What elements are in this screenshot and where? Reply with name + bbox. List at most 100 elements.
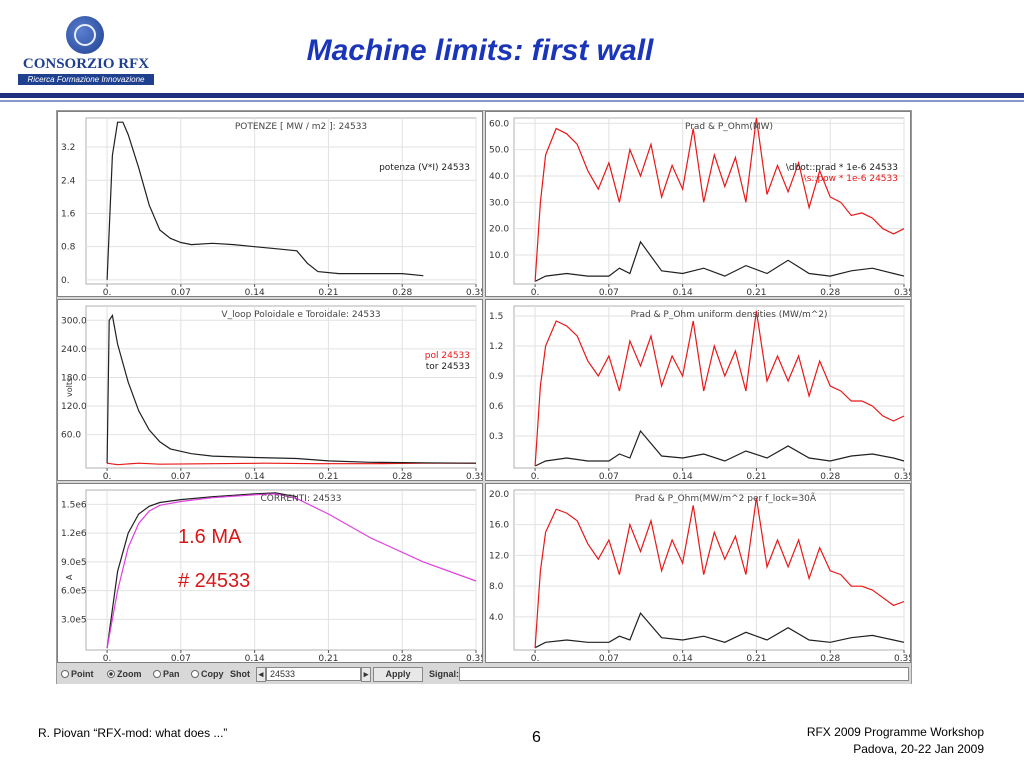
plot-svg: 0. 0.07 0.14 0.21 0.28 0.35 60.0 120.0 180.0 240.… [61,305,482,481]
y-tick-label: 1.2 [489,342,503,352]
x-tick-label: 0.28 [820,654,840,663]
shot-next-arrow-icon[interactable]: ▸ [361,667,371,682]
x-tick-label: 0.21 [746,654,766,663]
y-tick-label: 3.2 [61,143,75,153]
y-tick-label: 20.0 [489,225,509,235]
series-line [106,121,424,280]
plot-svg: 0. 0.07 0.14 0.21 0.28 0.35 10.0 20.0 30.0 40.0 50… [489,117,911,297]
y-axis-label: volts [65,378,74,397]
y-tick-label: 1.6 [61,209,76,219]
x-tick-label: 0.07 [171,288,191,297]
plot-svg: 0. 0.07 0.14 0.21 0.28 0.35 3.0e5 6.0e5 9.0e5 1.2… [61,489,483,663]
x-tick-label: 0.28 [820,472,840,481]
y-tick-label: 1.5e6 [61,500,87,510]
y-tick-label: 1.5 [489,312,503,322]
series-line [106,313,477,464]
y-tick-label: 2.4 [61,176,76,186]
plot-title: CORRENTI: 24533 [261,494,342,504]
y-axis-label: A [65,574,74,580]
pan-radio[interactable]: Pan [153,669,180,679]
apply-button[interactable]: Apply [373,667,423,682]
x-tick-label: 0.35 [894,288,911,297]
y-tick-label: 0.8 [61,243,76,253]
x-tick-label: 0.07 [171,472,191,481]
x-tick-label: 0.14 [673,288,693,297]
legend-entry: tor 24533 [426,362,470,372]
footer-right-line1: RFX 2009 Programme Workshop [806,725,984,739]
logo-subtitle: Ricerca Formazione Innovazione [18,74,154,85]
plot-panel-potenze[interactable]: 0. 0.07 0.14 0.21 0.28 0.35 0. 0.8 1.6 2.4 3.2 POTE… [57,111,483,297]
x-tick-label: 0.07 [599,288,619,297]
series-line [534,497,905,648]
y-tick-label: 12.0 [489,551,509,561]
zoom-label: Zoom [117,669,142,679]
x-tick-label: 0.14 [245,288,265,297]
logo-emblem-icon [66,16,104,54]
y-tick-label: 0.6 [489,402,504,412]
x-tick-label: 0.35 [466,654,483,663]
zoom-radio[interactable]: Zoom [107,669,142,679]
series-line [534,240,905,282]
plot-panel-vloop[interactable]: 0. 0.07 0.14 0.21 0.28 0.35 60.0 120.0 180.0 240.… [57,299,483,481]
point-label: Point [71,669,94,679]
x-tick-label: 0. [103,654,112,663]
plot-svg: 0. 0.07 0.14 0.21 0.28 0.35 4.0 8.0 12.0 16.0 20.0… [489,489,911,663]
plot-frame [85,117,477,285]
x-tick-label: 0. [103,288,112,297]
signal-input[interactable] [459,667,909,681]
y-tick-label: 0.9 [489,372,504,382]
radio-icon [61,670,69,678]
y-tick-label: 20.0 [489,490,509,500]
y-tick-label: 240.0 [61,345,87,355]
plot-panel-prad-density[interactable]: 0. 0.07 0.14 0.21 0.28 0.35 0.3 0.6 0.9 1.2 1.5 Pra… [485,299,911,481]
x-tick-label: 0.14 [245,472,265,481]
x-tick-label: 0.21 [746,288,766,297]
x-tick-label: 0.21 [318,472,338,481]
plot-frame [85,305,477,469]
x-tick-label: 0.21 [318,288,338,297]
slide-title: Machine limits: first wall [306,34,654,67]
plot-panel-correnti[interactable]: 0. 0.07 0.14 0.21 0.28 0.35 3.0e5 6.0e5 9.0e5 1.2… [57,483,483,663]
series-line [534,117,905,282]
shot-input[interactable]: 24533 [266,667,361,681]
footer-right-line2: Padova, 20-22 Jan 2009 [853,742,984,756]
y-tick-label: 120.0 [61,402,87,412]
y-tick-label: 180.0 [61,373,87,383]
y-tick-label: 0. [61,276,70,286]
plot-title: Prad & P_Ohm(MW/m^2 per f_lock=30Ã [635,493,824,504]
y-tick-label: 60.0 [489,119,509,129]
x-tick-label: 0. [531,472,540,481]
header-rule-thin [0,100,1024,102]
y-tick-label: 0.3 [489,432,503,442]
x-tick-label: 0.14 [673,472,693,481]
x-tick-label: 0.28 [820,288,840,297]
y-tick-label: 16.0 [489,521,509,531]
shot-prev-arrow-icon[interactable]: ◂ [256,667,266,682]
point-radio[interactable]: Point [61,669,94,679]
x-tick-label: 0.07 [171,654,191,663]
shot-label: Shot [230,669,250,679]
series-line [106,492,297,649]
consorzio-rfx-logo: CONSORZIO RFX Ricerca Formazione Innovaz… [14,12,158,86]
x-tick-label: 0.28 [392,654,412,663]
copy-label: Copy [201,669,224,679]
scope-toolbar: Point Zoom Pan Copy Shot ◂ 24533 ▸ Apply… [57,665,911,684]
y-tick-label: 1.2e6 [61,529,87,539]
x-tick-label: 0.14 [673,654,693,663]
x-tick-label: 0. [531,288,540,297]
y-tick-label: 300.0 [61,316,87,326]
plot-frame [513,117,905,285]
plot-title: POTENZE [ MW / m2 ]: 24533 [235,122,367,132]
legend-entry: potenza (V*I) 24533 [379,163,470,173]
radio-selected-icon [107,670,115,678]
y-tick-label: 3.0e5 [61,615,87,625]
y-tick-label: 10.0 [489,251,509,261]
plot-panel-prad-flock[interactable]: 0. 0.07 0.14 0.21 0.28 0.35 4.0 8.0 12.0 16.0 20.0… [485,483,911,663]
plot-panel-prad-mw[interactable]: 0. 0.07 0.14 0.21 0.28 0.35 10.0 20.0 30.0 40.0 50… [485,111,911,297]
page-number: 6 [532,729,541,746]
y-tick-label: 6.0e5 [61,587,87,597]
y-tick-label: 4.0 [489,613,504,623]
x-tick-label: 0.35 [894,654,911,663]
copy-radio[interactable]: Copy [191,669,224,679]
x-tick-label: 0.21 [746,472,766,481]
